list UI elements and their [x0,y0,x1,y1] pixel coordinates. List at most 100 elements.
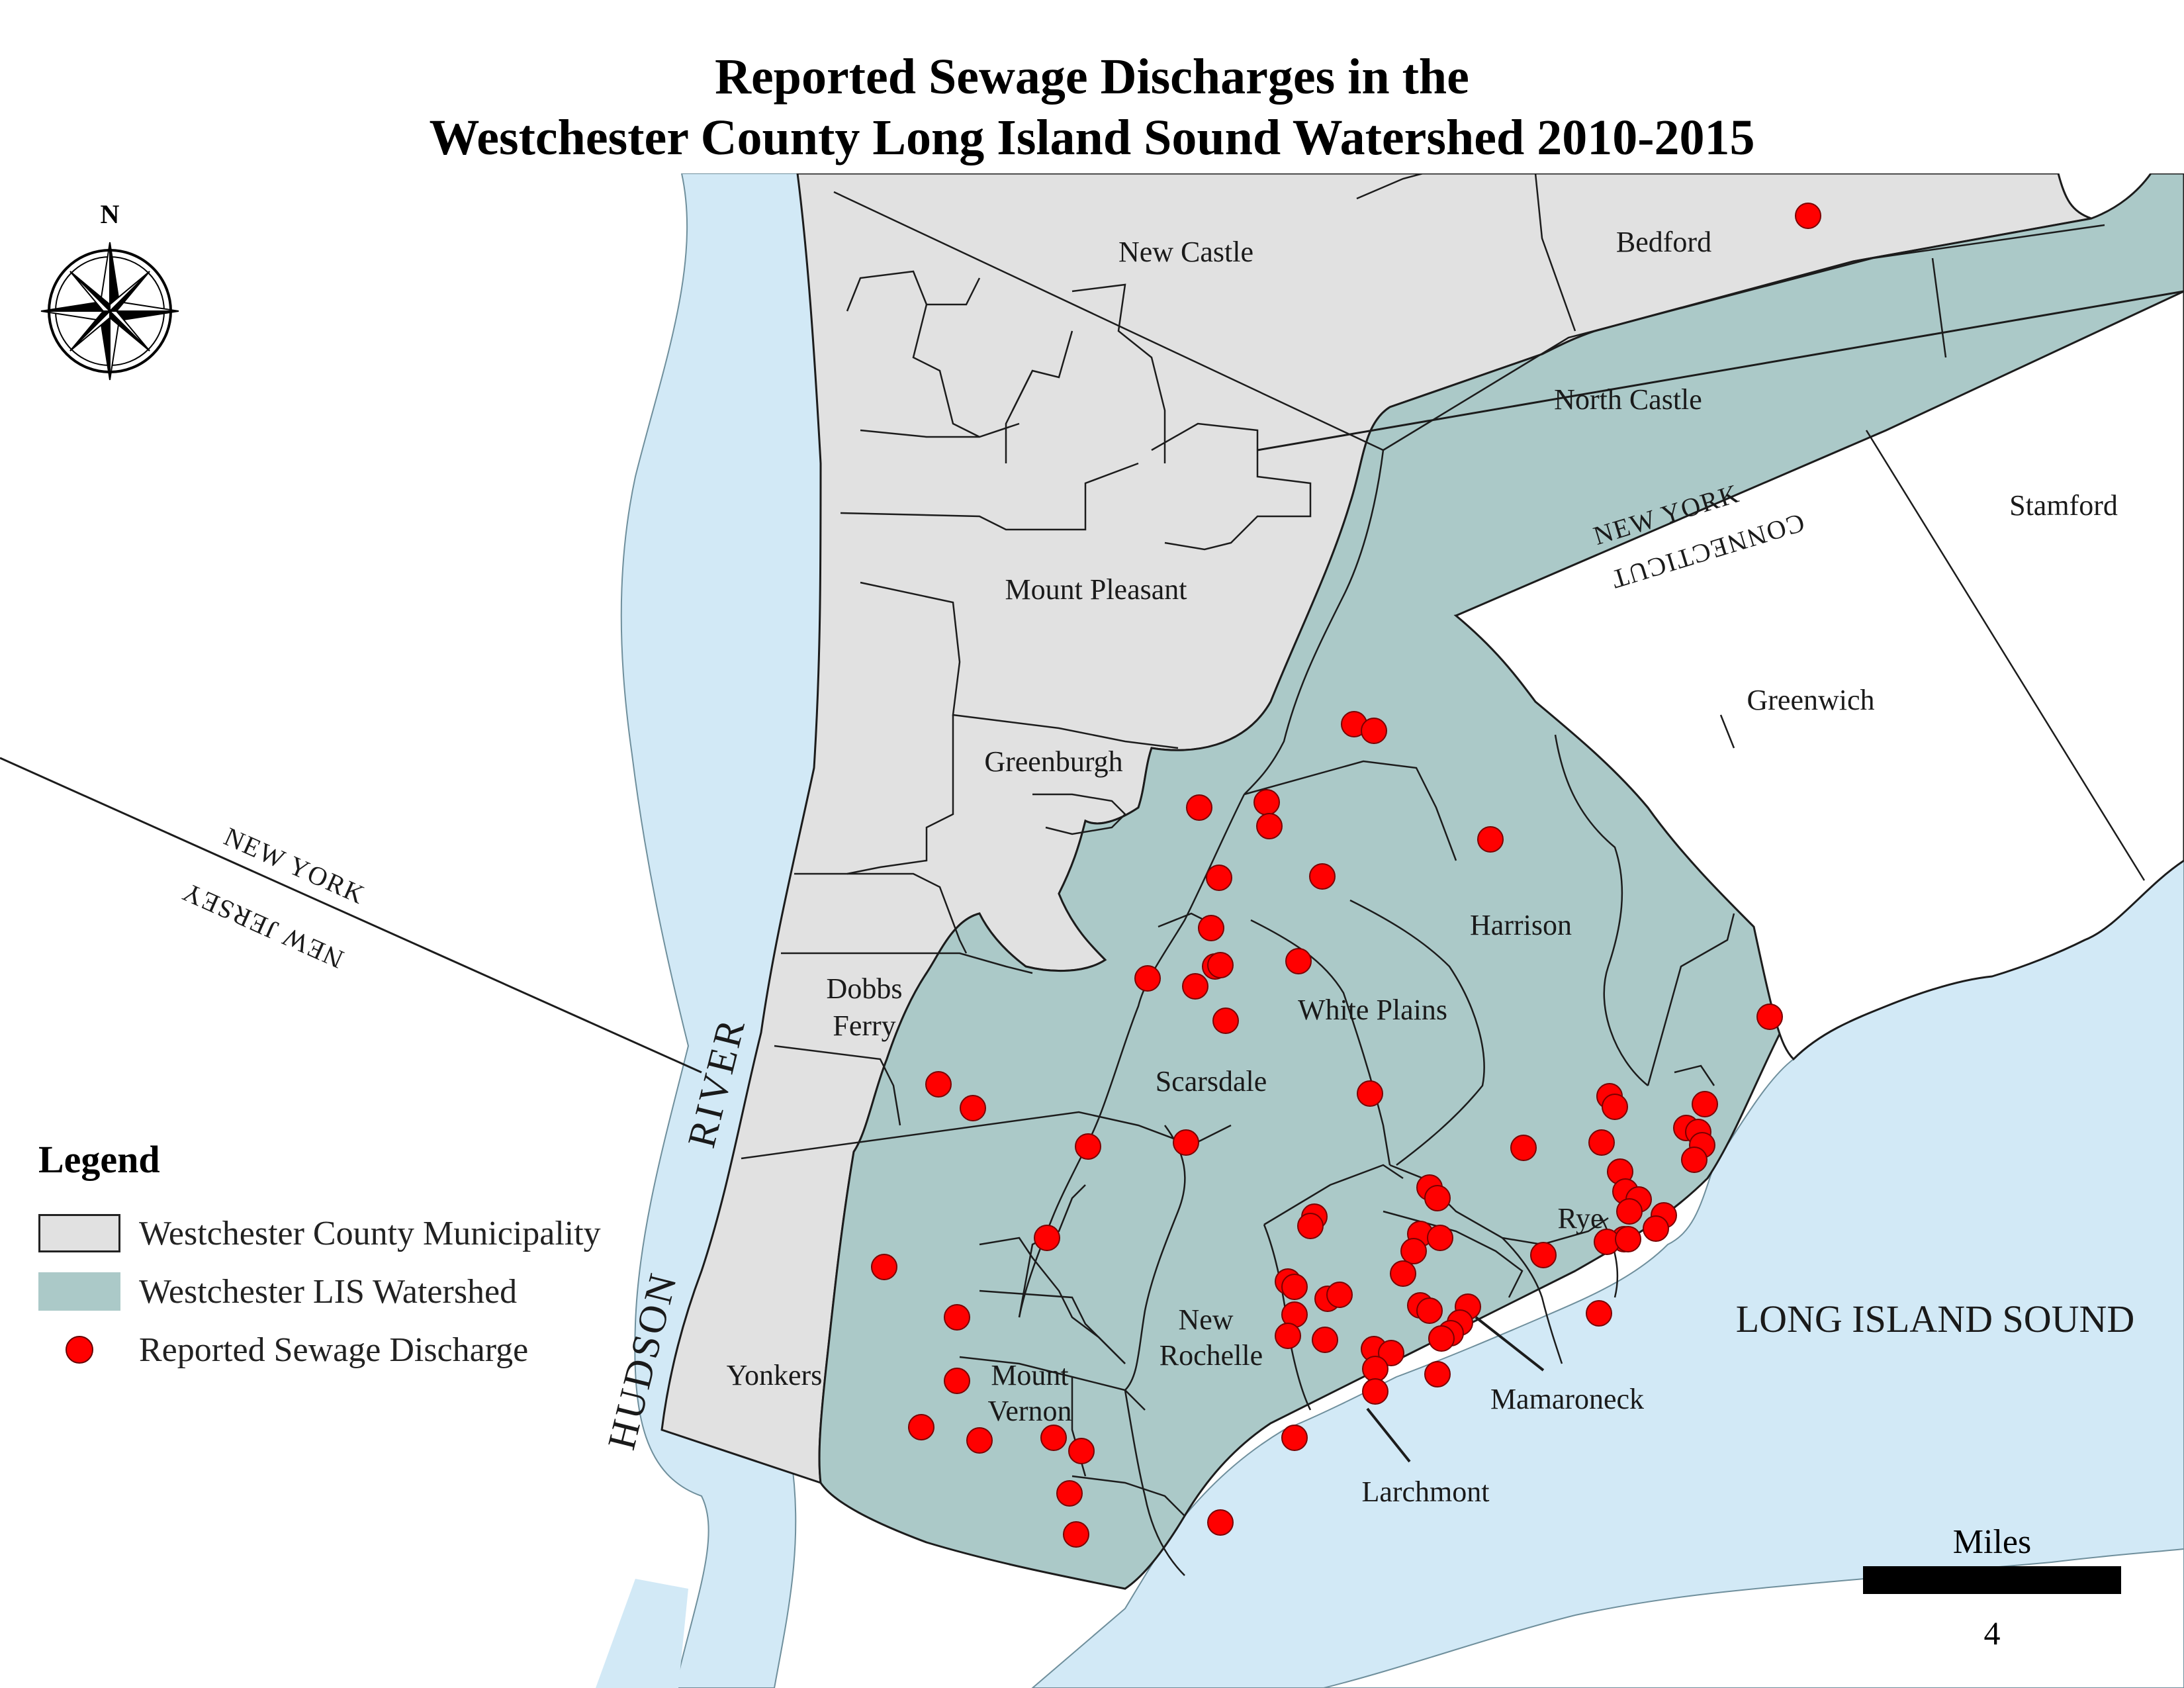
label-mount: Mount [991,1359,1068,1391]
ny-ct-border [1257,290,2184,451]
municipal-boundaries [741,173,2105,1576]
legend-item-watershed: Westchester LIS Watershed [38,1262,674,1321]
discharge-point [1361,718,1387,744]
discharge-point [1207,952,1234,978]
discharge-point [1615,1226,1641,1252]
discharge-point [1756,1004,1783,1030]
map-frame[interactable]: New Castle Bedford North Castle Stamford… [0,173,2184,1688]
label-mamaroneck: Mamaroneck [1490,1383,1644,1415]
discharge-point [1362,1378,1388,1405]
discharge-point [908,1414,934,1440]
discharge-point [1692,1091,1718,1117]
discharge-point [1416,1297,1443,1324]
discharge-point [1206,865,1232,891]
legend-label-watershed: Westchester LIS Watershed [139,1272,518,1311]
legend: Legend Westchester County Municipality W… [38,1137,674,1379]
title-line-1: Reported Sewage Discharges in the [715,49,1469,105]
discharge-point [1186,794,1212,821]
discharge-point [1424,1361,1451,1387]
label-stamford: Stamford [2009,489,2118,522]
scale-value: 4 [1983,1615,2001,1652]
label-dobbs: Dobbs [827,972,903,1005]
legend-label-municipality: Westchester County Municipality [139,1214,601,1252]
label-greenwich: Greenwich [1747,684,1874,716]
north-label: N [100,199,120,229]
discharge-point [1643,1215,1669,1242]
discharge-point [1040,1425,1067,1451]
discharge-point [1602,1094,1628,1120]
label-ferry: Ferry [833,1009,895,1042]
discharge-dot-icon [66,1336,93,1364]
legend-label-discharge: Reported Sewage Discharge [139,1331,529,1369]
discharge-point [1281,1274,1308,1300]
label-rye: Rye [1557,1202,1603,1235]
label-greenburgh: Greenburgh [984,745,1122,778]
discharge-point [1681,1147,1707,1173]
discharge-point [944,1368,970,1394]
discharge-point [1212,1008,1239,1034]
discharge-point [1795,203,1821,229]
discharge-point [1400,1238,1427,1264]
discharge-point [1068,1438,1095,1464]
discharge-point [1309,863,1336,890]
label-new-castle: New Castle [1118,236,1253,268]
scale-bar-graphic [1863,1566,2121,1594]
legend-swatch-discharge [38,1331,120,1369]
legend-swatch-municipality [38,1214,120,1252]
leader-lines [1366,1316,1545,1463]
label-white-plains: White Plains [1298,994,1447,1026]
discharge-point [1198,915,1224,941]
discharge-point [1034,1225,1060,1251]
discharge-point [966,1427,993,1454]
discharge-point [1253,789,1280,816]
discharge-point [1075,1133,1101,1160]
discharge-point [1207,1509,1234,1536]
discharge-point [1134,965,1161,992]
label-larchmont: Larchmont [1361,1476,1489,1508]
discharge-point [1326,1282,1353,1308]
discharge-point [1586,1300,1612,1327]
discharge-point [1256,813,1283,839]
map-canvas[interactable]: New Castle Bedford North Castle Stamford… [0,173,2184,1688]
discharge-point [925,1071,952,1098]
map-title: Reported Sewage Discharges in the Westch… [0,46,2184,168]
discharge-point [1297,1213,1324,1239]
discharge-point [1477,826,1504,853]
discharge-point [1275,1323,1301,1349]
ny-nj-border [0,757,702,1074]
discharge-point [1530,1242,1557,1268]
label-north-castle: North Castle [1554,383,1702,416]
discharge-point [1285,948,1312,974]
discharge-point [1378,1340,1404,1366]
compass-rose-icon [40,242,179,381]
discharge-point [1173,1129,1199,1156]
discharge-point [1063,1521,1089,1548]
stamford-greenwich-border [1865,430,2146,881]
label-mount-pleasant: Mount Pleasant [1005,573,1187,606]
discharge-point [1427,1225,1453,1251]
discharge-point [871,1254,897,1280]
label-bedford: Bedford [1616,226,1711,258]
legend-item-discharge: Reported Sewage Discharge [38,1321,674,1379]
label-new: New [1178,1303,1233,1336]
discharge-point [1312,1327,1338,1353]
discharge-point [1357,1080,1383,1107]
discharge-point [1510,1135,1537,1161]
hudson-inlet [596,1579,688,1688]
label-scarsdale: Scarsdale [1156,1065,1267,1098]
discharge-point [1424,1185,1451,1211]
discharge-point [1182,973,1208,1000]
discharge-point [960,1095,986,1121]
discharge-point [1362,1356,1388,1382]
connecticut-region [1454,290,2184,1061]
label-harrison: Harrison [1470,909,1572,941]
legend-item-municipality: Westchester County Municipality [38,1204,674,1262]
discharge-point [1281,1425,1308,1451]
label-vernon: Vernon [987,1395,1071,1427]
scale-label: Miles [1952,1523,2032,1561]
sewage-discharge-points [871,203,1821,1548]
discharge-point [1588,1129,1615,1156]
discharge-point [944,1304,970,1331]
discharge-point [1616,1198,1643,1225]
north-arrow: N [37,199,183,397]
